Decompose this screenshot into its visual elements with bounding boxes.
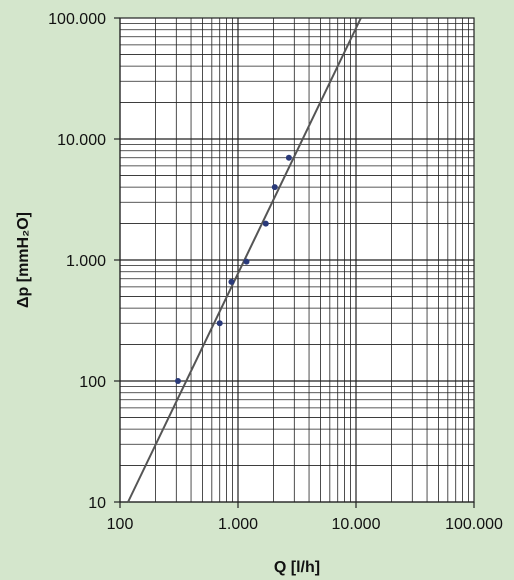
y-tick-label: 1.000: [66, 253, 106, 270]
x-tick-label: 100.000: [445, 516, 503, 533]
grid: [114, 17, 475, 508]
y-tick-labels: 10 100 1.000 10.000 100.000: [48, 11, 106, 512]
y-tick-label: 100: [79, 374, 106, 391]
x-tick-label: 10.000: [332, 516, 381, 533]
x-tick-label: 1.000: [218, 516, 258, 533]
y-tick-label: 10: [88, 495, 106, 512]
data-point: [228, 278, 235, 285]
x-axis-title: Q [l/h]: [274, 559, 320, 576]
x-tick-label: 100: [107, 516, 134, 533]
data-point: [262, 220, 269, 227]
data-point: [174, 378, 181, 384]
data-point: [271, 184, 278, 191]
data-points: [174, 154, 292, 384]
y-tick-label: 10.000: [57, 132, 106, 149]
data-point: [216, 320, 223, 327]
data-point: [243, 258, 250, 265]
y-tick-label: 100.000: [48, 11, 106, 28]
x-tick-labels: 100 1.000 10.000 100.000: [107, 516, 503, 533]
data-point: [285, 154, 292, 161]
y-axis-title: Δp [mmH₂O]: [15, 212, 32, 308]
